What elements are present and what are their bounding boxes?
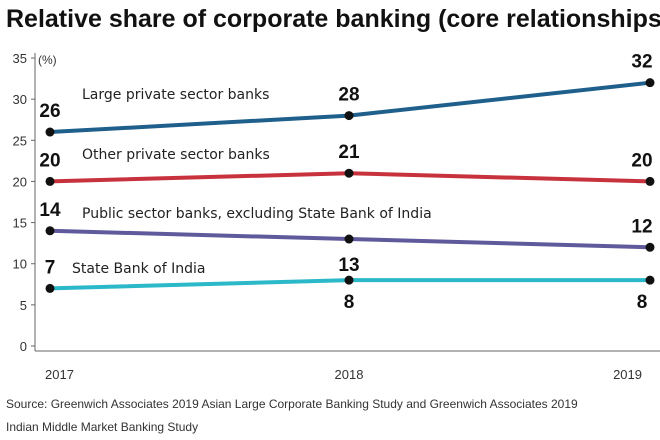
data-point [645, 78, 655, 88]
data-point [45, 176, 55, 186]
data-value-label: 28 [338, 85, 359, 106]
y-axis-label: (%) [38, 53, 57, 67]
data-value-labels: 26 28 32 20 21 20 14 12 7 8 8 13 [39, 52, 652, 313]
y-tick-label: 15 [13, 216, 27, 231]
x-tick-label: 2018 [335, 367, 364, 382]
data-point [344, 234, 354, 244]
data-value-label: 13 [338, 255, 359, 276]
y-tick-label: 0 [20, 339, 27, 354]
data-point [45, 283, 55, 293]
x-tick-label: 2019 [613, 367, 642, 382]
data-value-label: 32 [631, 52, 652, 73]
source-line-1: Source: Greenwich Associates 2019 Asian … [6, 397, 578, 411]
data-value-label: 8 [344, 292, 355, 313]
data-value-label: 7 [45, 257, 56, 278]
data-point [344, 111, 354, 121]
x-tick-label: 2017 [45, 367, 74, 382]
data-value-label: 26 [39, 101, 60, 122]
data-point [645, 176, 655, 186]
y-tick-label: 30 [13, 92, 27, 107]
data-value-label: 20 [39, 150, 60, 171]
y-tick-label: 35 [13, 51, 27, 66]
y-tick-label: 10 [13, 257, 27, 272]
data-point [645, 275, 655, 285]
data-point [645, 242, 655, 252]
data-value-label: 12 [631, 216, 652, 237]
x-tick-labels: 2017 2018 2019 [45, 367, 642, 382]
data-point [45, 226, 55, 236]
series-label-public-sector: Public sector banks, excluding State Ban… [82, 206, 432, 222]
chart-title: Relative share of corporate banking (cor… [6, 5, 660, 33]
source-line-2: Indian Middle Market Banking Study [6, 420, 198, 434]
series-label-large-private: Large private sector banks [82, 87, 269, 103]
series-points [45, 78, 655, 293]
data-point [344, 168, 354, 178]
y-tick-labels: 0 5 10 15 20 25 30 35 [13, 51, 35, 354]
data-point [45, 127, 55, 137]
data-value-label: 20 [631, 150, 652, 171]
series-label-sbi: State Bank of India [72, 261, 205, 277]
data-value-label: 8 [637, 292, 648, 313]
y-tick-label: 5 [20, 298, 27, 313]
y-tick-label: 20 [13, 174, 27, 189]
y-tick-label: 25 [13, 133, 27, 148]
series-label-other-private: Other private sector banks [82, 147, 270, 163]
data-value-label: 14 [39, 200, 61, 221]
y-axis [34, 53, 660, 352]
data-value-label: 21 [338, 142, 360, 163]
data-point [344, 275, 354, 285]
